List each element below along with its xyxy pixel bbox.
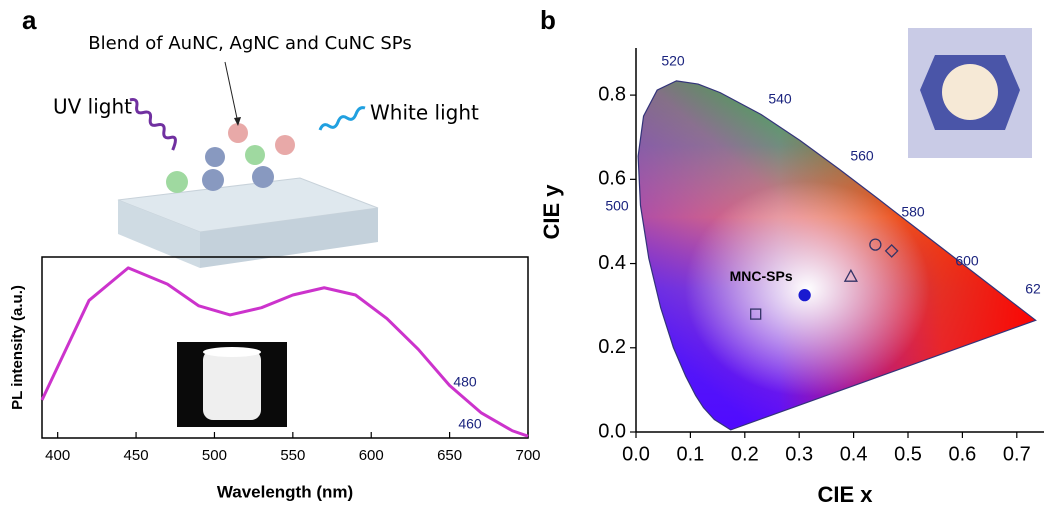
y-tick-label: 0.6 xyxy=(598,168,626,190)
annotation: MNC-SPs xyxy=(730,268,793,284)
spectrum-line xyxy=(40,266,529,438)
spectral-locus xyxy=(637,80,1037,431)
slab-diagram xyxy=(117,61,379,268)
locus-label: 500 xyxy=(605,198,629,214)
led-photo xyxy=(908,28,1032,158)
locus-label: 480 xyxy=(453,374,477,390)
x-tick-label: 450 xyxy=(124,447,149,464)
point xyxy=(869,238,882,251)
point xyxy=(750,308,762,320)
diagram-label: UV light xyxy=(53,95,132,119)
point xyxy=(798,288,811,302)
locus-label: 580 xyxy=(901,204,925,220)
vial-photo xyxy=(177,342,287,427)
x-tick-label: 0.5 xyxy=(894,443,922,465)
x-tick-label: 650 xyxy=(437,447,462,464)
y-tick-label: 0.4 xyxy=(598,252,626,274)
y-tick-label: 0.2 xyxy=(598,336,626,358)
diagram-label: Blend of AuNC, AgNC and CuNC SPs xyxy=(88,33,411,54)
locus-label: 460 xyxy=(458,416,482,432)
locus-label: 62 xyxy=(1025,281,1041,297)
panel-label: a xyxy=(22,5,37,35)
x-tick-label: 550 xyxy=(280,447,305,464)
x-tick-label: 0.6 xyxy=(948,443,976,465)
y-tick-label: 0.8 xyxy=(598,83,626,105)
plot-frame xyxy=(41,256,529,439)
panel-label: b xyxy=(540,5,556,35)
x-tick-label: 400 xyxy=(45,447,70,464)
point xyxy=(843,268,858,282)
diagram-label: White light xyxy=(370,101,479,125)
x-tick-label: 0.3 xyxy=(785,443,813,465)
locus-label: 520 xyxy=(661,53,685,69)
x-axis-label: CIE x xyxy=(817,482,873,507)
y-tick-label: 0.0 xyxy=(598,420,626,442)
locus-label: 560 xyxy=(850,148,874,164)
x-tick-label: 0.7 xyxy=(1003,443,1031,465)
x-tick-label: 700 xyxy=(515,447,540,464)
point xyxy=(884,244,899,258)
y-axis-label: CIE y xyxy=(539,184,564,240)
x-tick-label: 0.4 xyxy=(840,443,868,465)
x-tick-label: 0.2 xyxy=(731,443,759,465)
x-tick-label: 500 xyxy=(202,447,227,464)
x-tick-label: 600 xyxy=(359,447,384,464)
y-axis-label: PL intensity (a.u.) xyxy=(9,285,26,410)
x-tick-label: 0.0 xyxy=(622,443,650,465)
x-tick-label: 0.1 xyxy=(676,443,704,465)
locus-label: 540 xyxy=(768,91,792,107)
locus-label: 600 xyxy=(955,253,979,269)
x-axis-label: Wavelength (nm) xyxy=(217,482,353,501)
